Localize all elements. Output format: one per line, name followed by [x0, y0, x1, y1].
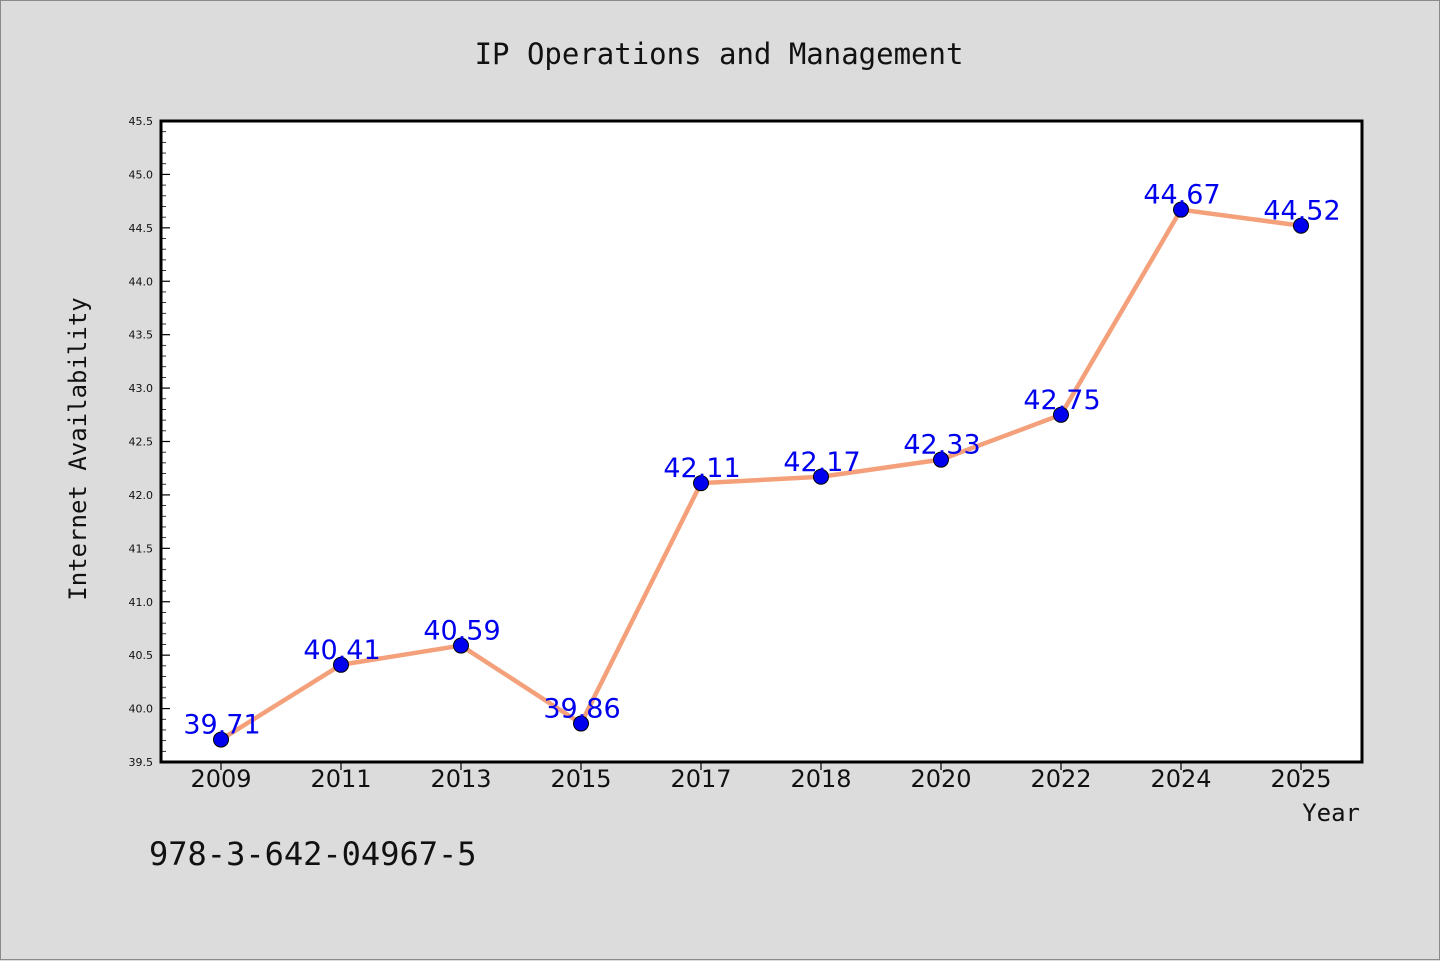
series-layer: 39.71 40.41 40.59 39.86 42.11 42.17 42.33 42.75… [183, 180, 1341, 748]
y-tick-label: 41.5 [129, 542, 154, 555]
y-tick-label: 43.5 [129, 329, 154, 342]
x-tick-label: 2009 [190, 765, 251, 793]
data-label: 42.11 [663, 453, 740, 484]
y-tick-label: 44.5 [129, 222, 154, 235]
data-point [933, 451, 949, 468]
x-tick-label: 2024 [1150, 765, 1211, 793]
data-label: 40.59 [423, 616, 500, 647]
y-tick-label: 39.5 [129, 756, 154, 769]
data-label: 44.52 [1263, 196, 1340, 227]
y-tick-label: 43.0 [129, 382, 154, 395]
x-tick-label: 2018 [790, 765, 851, 793]
x-axis: 2009 2011 2013 2015 2017 2018 2020 2022 2024 2025 [190, 762, 1332, 793]
x-tick-label: 2017 [670, 765, 731, 793]
x-tick-label: 2022 [1030, 765, 1091, 793]
data-point [1293, 217, 1309, 234]
y-tick-label: 45.5 [129, 115, 154, 128]
x-tick-label: 2011 [310, 765, 371, 793]
data-point [213, 731, 229, 748]
series-line [218, 207, 1304, 742]
y-tick-label: 42.5 [129, 436, 154, 449]
y-tick-label: 40.0 [129, 703, 154, 716]
data-point [573, 715, 589, 732]
data-label: 39.86 [543, 694, 620, 725]
data-label: 40.41 [303, 635, 380, 666]
y-tick-label: 42.0 [129, 489, 154, 502]
x-axis-label: Year [1302, 799, 1360, 827]
footer-code: 978-3-642-04967-5 [149, 835, 477, 873]
data-label: 44.67 [1143, 180, 1220, 211]
y-tick-label: 45.0 [129, 168, 154, 181]
data-label: 42.33 [903, 430, 980, 461]
y-axis-label: Internet Availability [64, 297, 92, 600]
y-tick-label: 40.5 [129, 649, 154, 662]
data-point [333, 656, 349, 673]
x-tick-label: 2015 [550, 765, 611, 793]
data-point [1053, 406, 1069, 423]
plot-area [159, 119, 1364, 764]
x-tick-label: 2025 [1270, 765, 1331, 793]
y-axis: 39.5 40.0 40.5 41.0 41.5 42.0 42.5 43.0 43.5 44.0… [129, 115, 170, 769]
x-tick-label: 2020 [910, 765, 971, 793]
data-point [453, 637, 469, 654]
data-point [813, 468, 829, 485]
chart-title: IP Operations and Management [475, 37, 964, 71]
y-tick-label: 41.0 [129, 596, 154, 609]
data-point [693, 475, 709, 492]
data-point [1173, 201, 1189, 218]
data-label: 42.17 [783, 447, 860, 478]
data-label: 39.71 [183, 710, 260, 741]
x-tick-label: 2013 [430, 765, 491, 793]
data-label: 42.75 [1023, 385, 1100, 416]
y-tick-label: 44.0 [129, 275, 154, 288]
